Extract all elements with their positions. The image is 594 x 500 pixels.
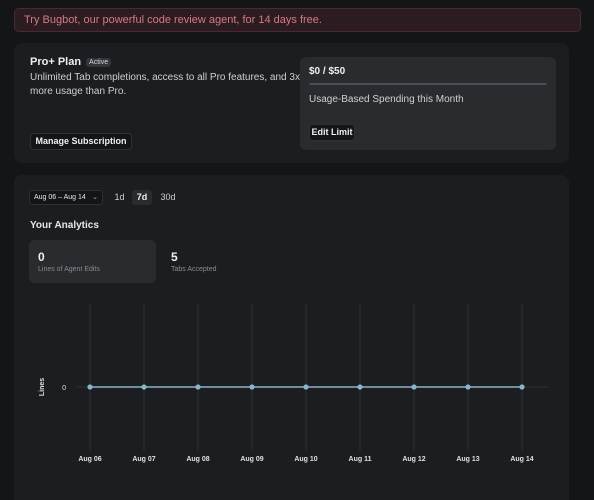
plan-card: Pro+ Plan Active Unlimited Tab completion…: [14, 43, 569, 163]
x-tick-label: Aug 06: [78, 456, 101, 463]
x-tick-label: Aug 13: [456, 456, 479, 463]
x-tick-label: Aug 07: [132, 456, 155, 463]
stat-tabs-accepted[interactable]: 5 Tabs Accepted: [162, 240, 289, 283]
stat-agent-edits[interactable]: 0 Lines of Agent Edits: [29, 240, 156, 283]
plan-title: Pro+ Plan Active: [30, 56, 112, 68]
data-point[interactable]: [519, 384, 525, 390]
plan-name: Pro+ Plan: [30, 56, 82, 68]
stat-value: 5: [171, 250, 178, 264]
x-tick-label: Aug 11: [349, 456, 372, 463]
data-point[interactable]: [249, 384, 255, 390]
stat-label: Lines of Agent Edits: [38, 266, 100, 273]
y-axis-label: Lines: [39, 378, 46, 396]
range-1d-button[interactable]: 1d: [114, 192, 125, 202]
x-tick-label: Aug 14: [510, 456, 533, 463]
plan-description: Unlimited Tab completions, access to all…: [30, 72, 300, 97]
spending-progress-bar: [309, 83, 547, 85]
analytics-card: Aug 06 – Aug 14 ⌄ 1d 7d 30d Your Analyti…: [14, 175, 569, 500]
date-range-value: Aug 06 – Aug 14: [34, 194, 86, 201]
stat-label: Tabs Accepted: [171, 266, 217, 273]
data-point[interactable]: [465, 384, 471, 390]
bugbot-trial-banner[interactable]: Try Bugbot, our powerful code review age…: [14, 8, 581, 32]
status-badge: Active: [86, 58, 112, 67]
data-point[interactable]: [87, 384, 93, 390]
spending-amount: $0 / $50: [309, 66, 346, 77]
x-tick-label: Aug 09: [240, 456, 263, 463]
lines-chart: Lines 0 Aug 06 Aug 07 Aug 08 Aug 09 Aug 10 Aug …: [39, 303, 549, 463]
analytics-title: Your Analytics: [30, 220, 99, 231]
range-7d-button[interactable]: 7d: [132, 190, 152, 205]
x-tick-label: Aug 12: [402, 456, 425, 463]
data-point[interactable]: [411, 384, 417, 390]
x-tick-label: Aug 10: [294, 456, 317, 463]
edit-limit-button[interactable]: Edit Limit: [309, 124, 355, 141]
date-range-select[interactable]: Aug 06 – Aug 14 ⌄: [29, 190, 103, 205]
range-30d-button[interactable]: 30d: [160, 192, 176, 202]
data-point[interactable]: [357, 384, 363, 390]
spending-label: Usage-Based Spending this Month: [309, 94, 464, 105]
data-point[interactable]: [195, 384, 201, 390]
x-tick-label: Aug 08: [186, 456, 209, 463]
y-tick-label: 0: [62, 385, 66, 392]
manage-subscription-button[interactable]: Manage Subscription: [30, 133, 132, 150]
chevron-down-icon: ⌄: [92, 194, 98, 201]
stat-value: 0: [38, 250, 45, 264]
usage-spending-panel: $0 / $50 Usage-Based Spending this Month…: [300, 57, 556, 150]
data-point[interactable]: [303, 384, 309, 390]
data-point[interactable]: [141, 384, 147, 390]
